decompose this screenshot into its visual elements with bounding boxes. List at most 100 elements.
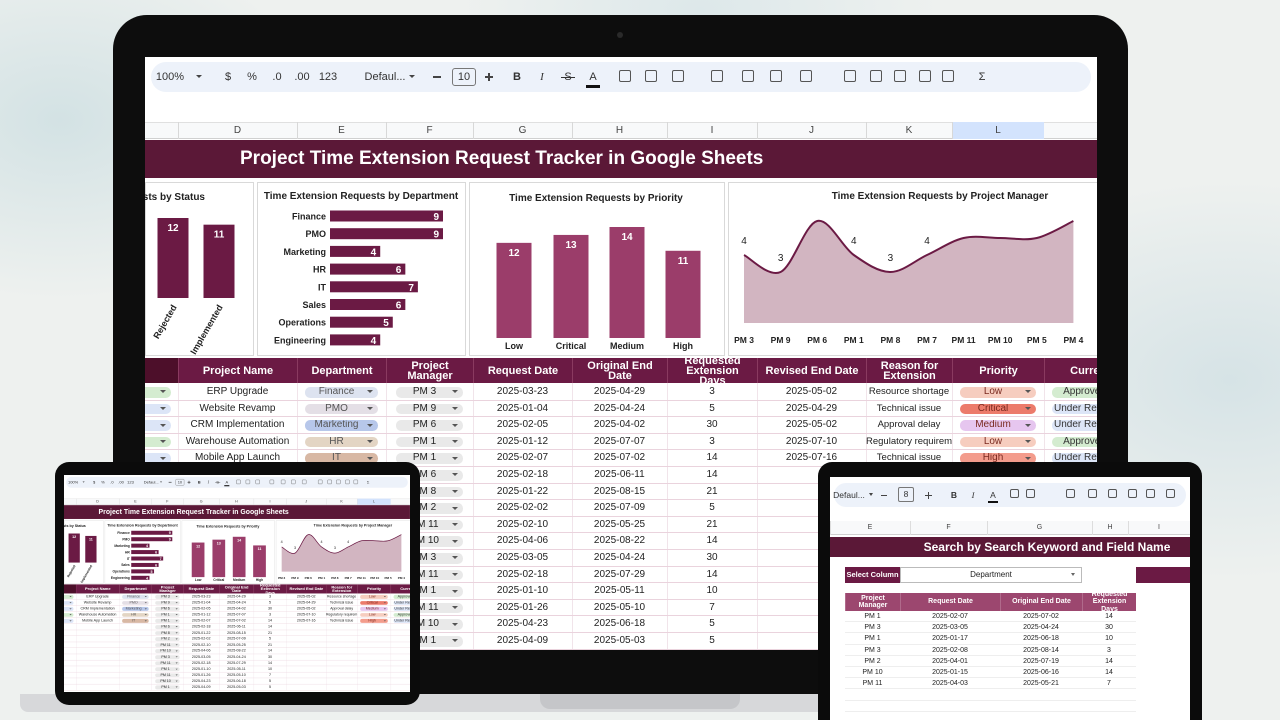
- column-letter: F: [166, 499, 169, 504]
- font-size-box: [452, 68, 476, 86]
- cell: 2025-06-16: [1023, 669, 1059, 676]
- cell: 2025-07-02: [593, 452, 646, 464]
- toolbar-icon: [269, 479, 275, 485]
- bar: [496, 242, 532, 338]
- cell: 10: [706, 585, 718, 597]
- bar: [131, 537, 173, 542]
- cell: 2025-04-29: [296, 600, 316, 605]
- cell: 2025-05-11: [594, 585, 645, 597]
- cell: ERP Upgrade: [86, 594, 109, 599]
- cell: 7: [269, 672, 272, 677]
- data-label: 9: [433, 212, 439, 223]
- chip: [305, 403, 378, 415]
- cell: Website Revamp: [83, 600, 112, 605]
- row-line: [845, 699, 1136, 701]
- column-header-cell: [326, 498, 357, 505]
- data-label: 6: [155, 551, 157, 555]
- cell: 5: [269, 600, 272, 605]
- dropdown-arrow: [383, 596, 386, 598]
- data-label: 11: [678, 256, 689, 267]
- dropdown-arrow: [452, 456, 458, 460]
- dropdown-arrow: [160, 423, 166, 427]
- category-label: PM 1: [318, 576, 325, 580]
- category-label: PM 7: [917, 335, 937, 345]
- cell: 2025-04-02: [227, 606, 246, 611]
- chip-text: PM 3: [161, 655, 170, 659]
- chip-text: High: [982, 453, 1004, 464]
- sheet-title: Project Time Extension Request Tracker i…: [98, 508, 289, 516]
- chart-title: Time Extension Requests by Priority: [196, 524, 259, 528]
- chip: [360, 613, 388, 617]
- cell: 2025-01-22: [191, 630, 211, 635]
- cell: 2025-04-09: [191, 685, 211, 690]
- data-label: 4: [851, 236, 857, 247]
- table-header: Project Manager: [151, 584, 184, 594]
- cell: 5: [709, 402, 715, 414]
- cell: 2025-05-25: [227, 642, 246, 647]
- toolbar-icon: [1165, 489, 1175, 498]
- chart-title: Time Extension Requests by Project Manag…: [314, 524, 393, 528]
- chip-text: Low: [983, 436, 1003, 447]
- toolbar-icon: [353, 479, 358, 485]
- chip: [155, 661, 180, 666]
- chip-text: PM 11: [410, 569, 439, 580]
- toolbar-icon: [672, 70, 684, 82]
- dropdown-arrow: [175, 662, 178, 664]
- category-label: Marketing: [114, 544, 129, 548]
- table-header: Project Name: [75, 584, 120, 594]
- table-header: Reason for Extension: [866, 358, 952, 383]
- dropdown-arrow: [383, 620, 386, 622]
- row-line: [145, 482, 1097, 484]
- title-banner: [64, 505, 410, 519]
- toolbar-item: I: [540, 71, 544, 83]
- toolbar-icon: [1145, 489, 1155, 498]
- data-label: 4: [321, 540, 323, 544]
- chip-text: PM 3: [412, 387, 437, 397]
- cell: 2025-02-18: [496, 469, 549, 480]
- data-label: 7: [408, 283, 414, 294]
- cell: 2025-02-10: [496, 518, 549, 530]
- cell: 2025-01-04: [191, 600, 211, 605]
- column-letter: E: [338, 125, 345, 136]
- chip-text: PMO: [325, 403, 348, 414]
- cell: 2025-07-09: [227, 636, 246, 641]
- row-line: [145, 449, 1097, 451]
- row-line: [145, 582, 1097, 584]
- column-header-cell: [286, 498, 326, 505]
- data-label: 7: [160, 557, 162, 561]
- cell: 2025-07-07: [227, 612, 246, 617]
- chip-text: Critical: [366, 600, 378, 605]
- toolbar-item: %: [247, 71, 257, 83]
- data-label: 3: [294, 546, 296, 550]
- dropdown-arrow: [160, 390, 166, 394]
- chip: [960, 420, 1036, 431]
- row-line: [145, 648, 1097, 650]
- row-line: [845, 643, 1136, 645]
- column-header-cell: [219, 498, 254, 505]
- line: [743, 219, 1074, 274]
- cell: 2025-01-12: [191, 612, 211, 617]
- toolbar-item: A: [225, 480, 229, 485]
- rule: [488, 72, 490, 81]
- dropdown-arrow: [1025, 406, 1031, 410]
- toolbar-icon: [255, 479, 260, 485]
- toolbar: [151, 62, 1091, 92]
- column-header-cell: [386, 122, 473, 139]
- toolbar-icon: [1065, 489, 1075, 498]
- select-dropdown: [900, 567, 1082, 583]
- bar: [131, 550, 159, 555]
- cell: 14: [706, 535, 718, 547]
- bar: [131, 569, 155, 574]
- cell: 2025-08-15: [227, 630, 246, 635]
- cell: 2025-05-02: [785, 386, 838, 397]
- data-label: 9: [169, 531, 171, 535]
- rule: [168, 481, 172, 483]
- cell: 2025-06-11: [594, 469, 645, 480]
- chip: [305, 436, 378, 448]
- category-label: PM 5: [384, 576, 391, 580]
- chip-text: PM 11: [160, 643, 171, 647]
- cell: Mobile App Launch: [194, 452, 281, 464]
- dropdown-arrow: [452, 572, 458, 576]
- cell: Mobile App Launch: [82, 618, 114, 623]
- chip-text: PM 6: [161, 625, 170, 629]
